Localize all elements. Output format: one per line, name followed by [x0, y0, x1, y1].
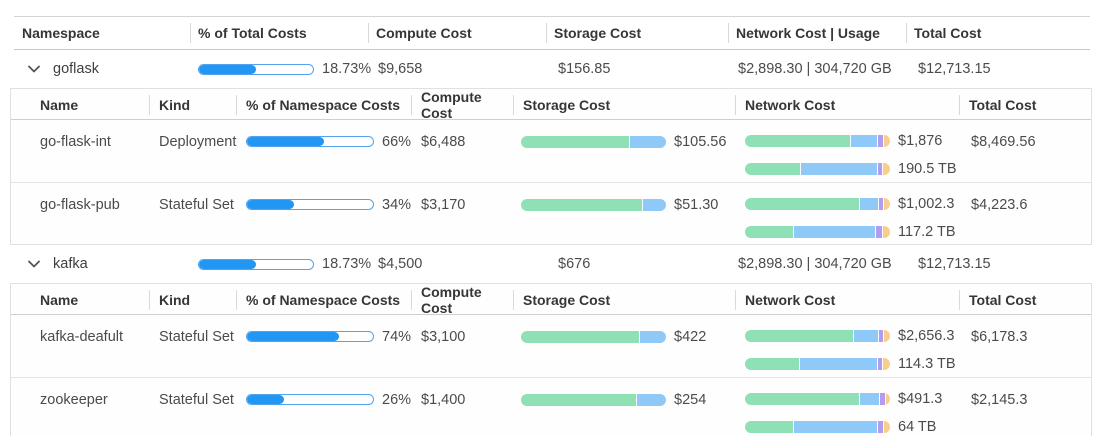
- network-usage-bar: [745, 226, 890, 238]
- percent-total-costs-label: 18.73%: [322, 256, 372, 272]
- percent-namespace-costs-bar: [246, 331, 374, 342]
- namespace-name: goflask: [53, 61, 99, 77]
- subheader-kind: Kind: [149, 284, 236, 316]
- collapse-chevron-icon[interactable]: [26, 258, 42, 270]
- subheader-name: Name: [40, 292, 79, 308]
- workload-compute-cost: $3,100: [421, 328, 466, 345]
- header-compute-cost: Compute Cost: [368, 17, 546, 49]
- subheader-storage-cost: Storage Cost: [513, 89, 735, 121]
- workload-kind: Stateful Set: [159, 391, 234, 408]
- network-usage-bar: [745, 358, 890, 370]
- subheader-percent-namespace-costs: % of Namespace Costs: [236, 89, 411, 121]
- namespace-name: kafka: [53, 256, 88, 272]
- subheader-network-cost: Network Cost: [735, 89, 959, 121]
- namespace-row-kafka[interactable]: kafka 18.73% $4,500 $676 $2,898.30 | 304…: [14, 245, 1090, 283]
- namespace-storage-cost: $156.85: [558, 61, 611, 77]
- workload-compute-cost: $1,400: [421, 391, 466, 408]
- namespace-total-cost: $12,713.15: [918, 256, 991, 272]
- workload-row-go-flask-pub: go-flask-pub Stateful Set 34% $3,170 $51…: [11, 182, 1091, 244]
- percent-total-costs-label: 18.73%: [322, 61, 372, 77]
- workload-row-kafka-deafult: kafka-deafult Stateful Set 74% $3,100 $4…: [11, 315, 1091, 377]
- workload-total-cost: $4,223.6: [971, 196, 1028, 213]
- percent-namespace-costs-label: 74%: [382, 328, 412, 345]
- storage-cost-bar: [521, 393, 666, 406]
- header-percent-total-costs: % of Total Costs: [190, 17, 368, 49]
- header-namespace: Namespace: [22, 25, 100, 41]
- header-storage-cost: Storage Cost: [546, 17, 728, 49]
- workload-row-go-flask-int: go-flask-int Deployment 66% $6,488 $105.…: [11, 120, 1091, 182]
- network-usage-bar: [745, 163, 890, 175]
- workload-name: zookeeper: [40, 391, 108, 408]
- percent-total-costs-bar: [198, 63, 314, 75]
- collapse-chevron-icon[interactable]: [26, 63, 42, 75]
- namespace-network-cost-usage: $2,898.30 | 304,720 GB: [738, 61, 892, 77]
- namespace-compute-cost: $9,658: [378, 61, 423, 77]
- workload-compute-cost: $6,488: [421, 133, 466, 150]
- network-cost-bar: [745, 198, 890, 210]
- network-usage-label: 114.3 TB: [898, 356, 956, 372]
- subheader-compute-cost: Compute Cost: [411, 284, 513, 316]
- percent-namespace-costs-label: 66%: [382, 133, 412, 150]
- network-cost-bar: [745, 330, 890, 342]
- percent-namespace-costs-bar: [246, 136, 374, 147]
- subheader-kind: Kind: [149, 89, 236, 121]
- workload-total-cost: $6,178.3: [971, 328, 1028, 345]
- workload-table-goflask: Name Kind % of Namespace Costs Compute C…: [10, 88, 1092, 245]
- storage-cost-label: $51.30: [674, 196, 719, 213]
- subheader-network-cost: Network Cost: [735, 284, 959, 316]
- network-usage-bar: [745, 421, 890, 433]
- percent-total-costs-bar: [198, 258, 314, 270]
- network-cost-label: $2,656.3: [898, 328, 955, 344]
- network-cost-label: $491.3: [898, 391, 943, 407]
- subheader-total-cost: Total Cost: [959, 284, 1091, 316]
- workload-kind: Deployment: [159, 133, 237, 150]
- subheader-total-cost: Total Cost: [959, 89, 1091, 121]
- namespace-row-goflask[interactable]: goflask 18.73% $9,658 $156.85 $2,898.30 …: [14, 50, 1090, 88]
- workload-table-kafka: Name Kind % of Namespace Costs Compute C…: [10, 283, 1092, 436]
- namespace-storage-cost: $676: [558, 256, 591, 272]
- workload-kind: Stateful Set: [159, 196, 234, 213]
- percent-namespace-costs-bar: [246, 394, 374, 405]
- storage-cost-label: $105.56: [674, 133, 727, 150]
- network-usage-label: 190.5 TB: [898, 161, 957, 177]
- namespace-compute-cost: $4,500: [378, 256, 423, 272]
- workload-kind: Stateful Set: [159, 328, 234, 345]
- namespace-network-cost-usage: $2,898.30 | 304,720 GB: [738, 256, 892, 272]
- percent-namespace-costs-bar: [246, 199, 374, 210]
- storage-cost-bar: [521, 198, 666, 211]
- workload-table-header: Name Kind % of Namespace Costs Compute C…: [11, 284, 1091, 316]
- subheader-name: Name: [40, 97, 79, 113]
- storage-cost-bar: [521, 135, 666, 148]
- namespace-total-cost: $12,713.15: [918, 61, 991, 77]
- network-usage-label: 64 TB: [898, 419, 937, 435]
- workload-name: kafka-deafult: [40, 328, 124, 345]
- workload-total-cost: $2,145.3: [971, 391, 1028, 408]
- percent-namespace-costs-label: 34%: [382, 196, 412, 213]
- network-usage-label: 117.2 TB: [898, 224, 956, 240]
- workload-row-zookeeper: zookeeper Stateful Set 26% $1,400 $254 $…: [11, 377, 1091, 436]
- workload-total-cost: $8,469.56: [971, 133, 1036, 150]
- main-table-header: Namespace % of Total Costs Compute Cost …: [14, 16, 1090, 50]
- workload-table-header: Name Kind % of Namespace Costs Compute C…: [11, 89, 1091, 121]
- header-network-cost-usage: Network Cost | Usage: [728, 17, 906, 49]
- subheader-storage-cost: Storage Cost: [513, 284, 735, 316]
- workload-name: go-flask-pub: [40, 196, 120, 213]
- network-cost-label: $1,876: [898, 133, 943, 149]
- subheader-percent-namespace-costs: % of Namespace Costs: [236, 284, 411, 316]
- workload-name: go-flask-int: [40, 133, 111, 150]
- network-cost-label: $1,002.3: [898, 196, 955, 212]
- network-cost-bar: [745, 135, 890, 147]
- percent-namespace-costs-label: 26%: [382, 391, 412, 408]
- workload-compute-cost: $3,170: [421, 196, 466, 213]
- storage-cost-bar: [521, 330, 666, 343]
- header-total-cost: Total Cost: [906, 17, 1090, 49]
- network-cost-bar: [745, 393, 890, 405]
- subheader-compute-cost: Compute Cost: [411, 89, 513, 121]
- storage-cost-label: $254: [674, 391, 707, 408]
- storage-cost-label: $422: [674, 328, 707, 345]
